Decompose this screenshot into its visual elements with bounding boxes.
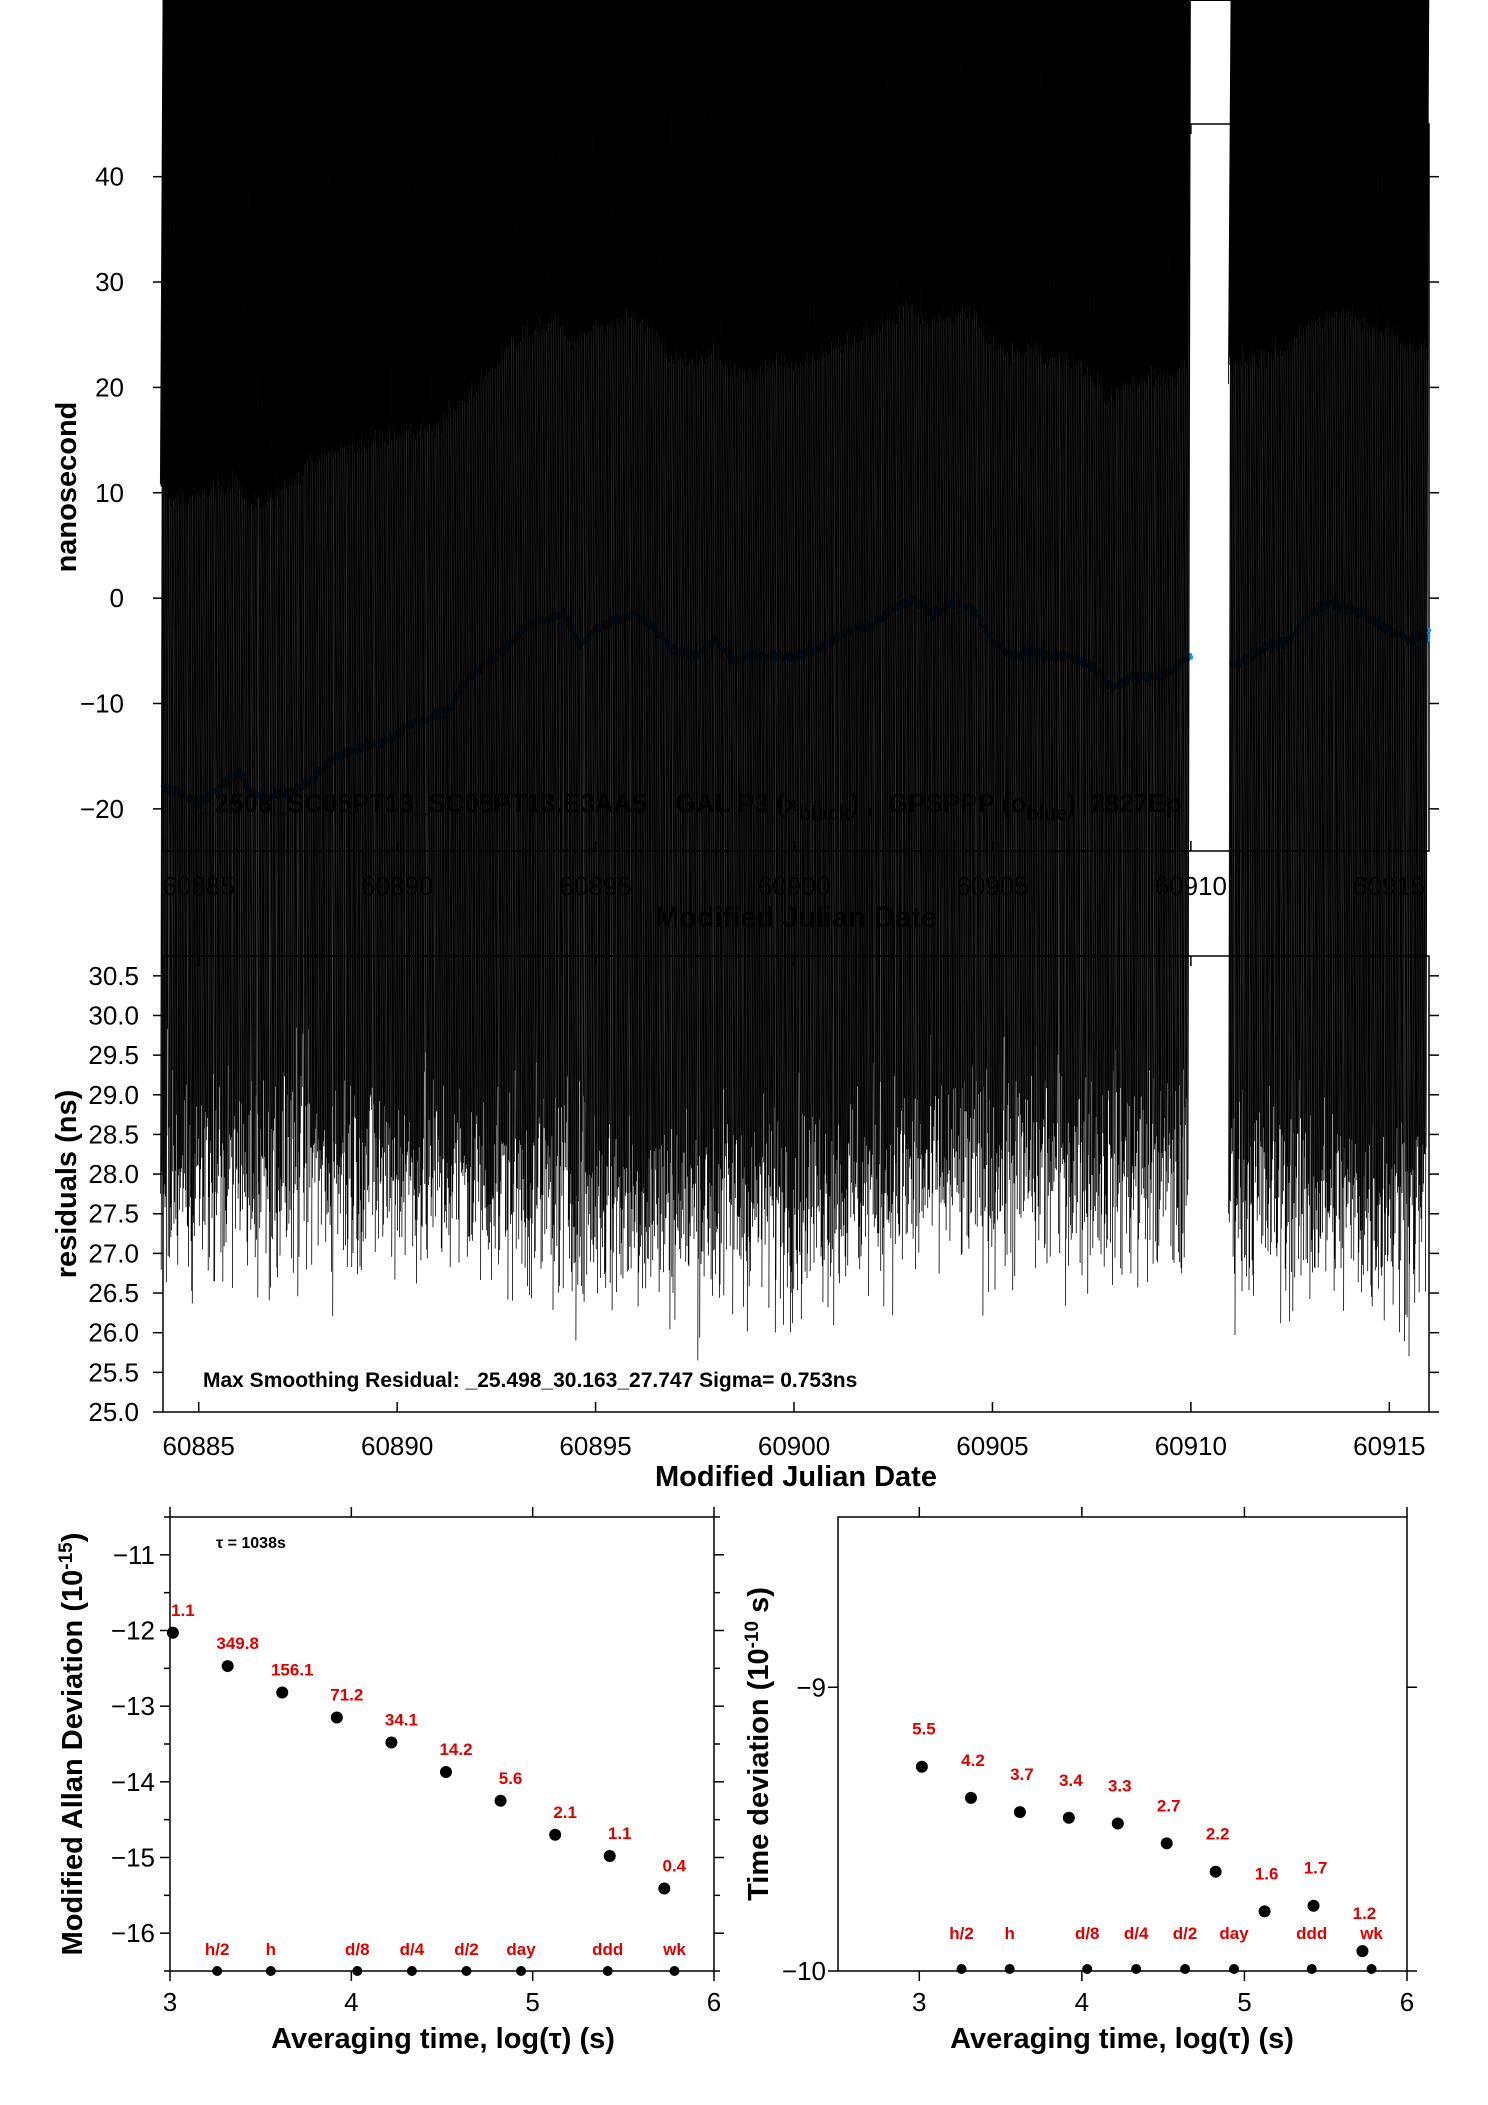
residuals-ytick-label: 25.5	[88, 1357, 139, 1387]
offset-ytick-label: 10	[95, 478, 124, 508]
residuals-ytick-label: 26.0	[88, 1318, 139, 1348]
offset-ytick-label: 20	[95, 372, 124, 402]
residuals-xtick-label: 60905	[956, 1431, 1028, 1461]
residuals-xtick-label: 60890	[361, 1431, 433, 1461]
residuals-xtick-label: 60910	[1155, 1431, 1227, 1461]
residuals-panel: 60885 60890 60895 60900 60905 60910 60915 30.5 3…	[51, 0, 1439, 1493]
offset-ylabel: nanosecond	[51, 402, 83, 573]
residual-point	[1183, 0, 1236, 1235]
offset-ytick-label: 0	[110, 583, 124, 613]
offset-ytick-label: 30	[95, 267, 124, 297]
residuals-ytick-label: 28.5	[88, 1119, 139, 1149]
residual-point	[1204, 0, 1233, 1203]
residuals-ytick-label: 27.5	[88, 1199, 139, 1229]
residual-point	[1216, 0, 1231, 1216]
residuals-ytick-label: 26.5	[88, 1278, 139, 1308]
residuals-ytick-label: 25.0	[88, 1397, 139, 1427]
residuals-xtick-label: 60900	[758, 1431, 830, 1461]
residuals-series	[161, 0, 1429, 1362]
residuals-ytick-label: 28.0	[88, 1159, 139, 1189]
offset-ytick-label: 40	[95, 162, 124, 192]
residual-point	[1203, 0, 1233, 1202]
residuals-xtick-label: 60915	[1353, 1431, 1425, 1461]
offset-ytick-label: −20	[80, 794, 124, 824]
residuals-xtick-label: 60885	[163, 1431, 235, 1461]
residuals-ytick-label: 30.5	[88, 961, 139, 991]
residuals-ytick-label: 27.0	[88, 1238, 139, 1268]
residuals-ytick-label: 29.0	[88, 1080, 139, 1110]
residuals-ytick-label: 30.0	[88, 1000, 139, 1030]
residuals-xtick-label: 60895	[559, 1431, 631, 1461]
residuals-ytick-label: 29.5	[88, 1040, 139, 1070]
offset-ytick-label: −10	[80, 688, 124, 718]
